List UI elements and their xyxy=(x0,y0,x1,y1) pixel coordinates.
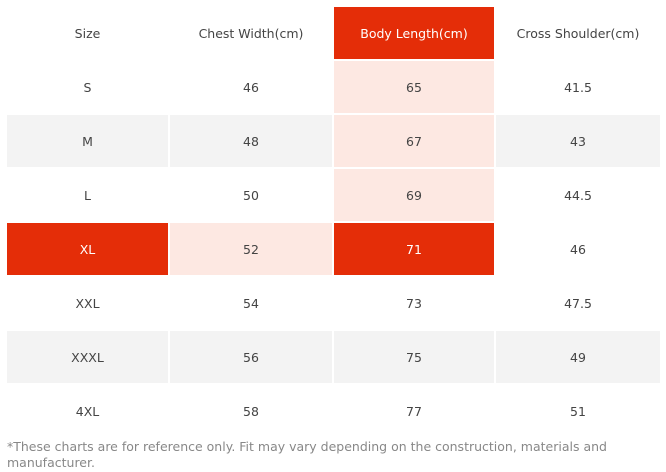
body-length-cell: 67 xyxy=(334,115,494,167)
chest-width-cell: 50 xyxy=(170,169,332,221)
header-cross-shoulder: Cross Shoulder(cm) xyxy=(496,7,660,59)
chest-width-cell: 48 xyxy=(170,115,332,167)
disclaimer-note: *These charts are for reference only. Fi… xyxy=(7,439,607,470)
header-body-length: Body Length(cm) xyxy=(334,7,494,59)
cross-shoulder-cell: 43 xyxy=(496,115,660,167)
size-cell: XXXL xyxy=(7,331,168,383)
cross-shoulder-cell: 49 xyxy=(496,331,660,383)
cross-shoulder-cell: 51 xyxy=(496,385,660,437)
size-cell: L xyxy=(7,169,168,221)
chest-width-cell: 46 xyxy=(170,61,332,113)
size-cell: 4XL xyxy=(7,385,168,437)
cross-shoulder-cell: 46 xyxy=(496,223,660,275)
size-cell: M xyxy=(7,115,168,167)
body-length-cell: 69 xyxy=(334,169,494,221)
table-row: M 48 67 43 xyxy=(7,115,660,167)
size-cell: S xyxy=(7,61,168,113)
body-length-cell: 73 xyxy=(334,277,494,329)
table-row-highlighted: XL 52 71 46 xyxy=(7,223,660,275)
size-chart-table: Size Chest Width(cm) Body Length(cm) Cro… xyxy=(5,5,662,439)
table-row: S 46 65 41.5 xyxy=(7,61,660,113)
header-size: Size xyxy=(7,7,168,59)
table-row: L 50 69 44.5 xyxy=(7,169,660,221)
body-length-cell: 75 xyxy=(334,331,494,383)
chest-width-cell: 54 xyxy=(170,277,332,329)
cross-shoulder-cell: 44.5 xyxy=(496,169,660,221)
cross-shoulder-cell: 41.5 xyxy=(496,61,660,113)
table-row: XXXL 56 75 49 xyxy=(7,331,660,383)
size-cell: XL xyxy=(7,223,168,275)
cross-shoulder-cell: 47.5 xyxy=(496,277,660,329)
header-chest-width: Chest Width(cm) xyxy=(170,7,332,59)
table-row: XXL 54 73 47.5 xyxy=(7,277,660,329)
body-length-cell: 71 xyxy=(334,223,494,275)
chest-width-cell: 52 xyxy=(170,223,332,275)
chest-width-cell: 56 xyxy=(170,331,332,383)
chest-width-cell: 58 xyxy=(170,385,332,437)
table-row: 4XL 58 77 51 xyxy=(7,385,660,437)
size-cell: XXL xyxy=(7,277,168,329)
table-header-row: Size Chest Width(cm) Body Length(cm) Cro… xyxy=(7,7,660,59)
body-length-cell: 77 xyxy=(334,385,494,437)
body-length-cell: 65 xyxy=(334,61,494,113)
